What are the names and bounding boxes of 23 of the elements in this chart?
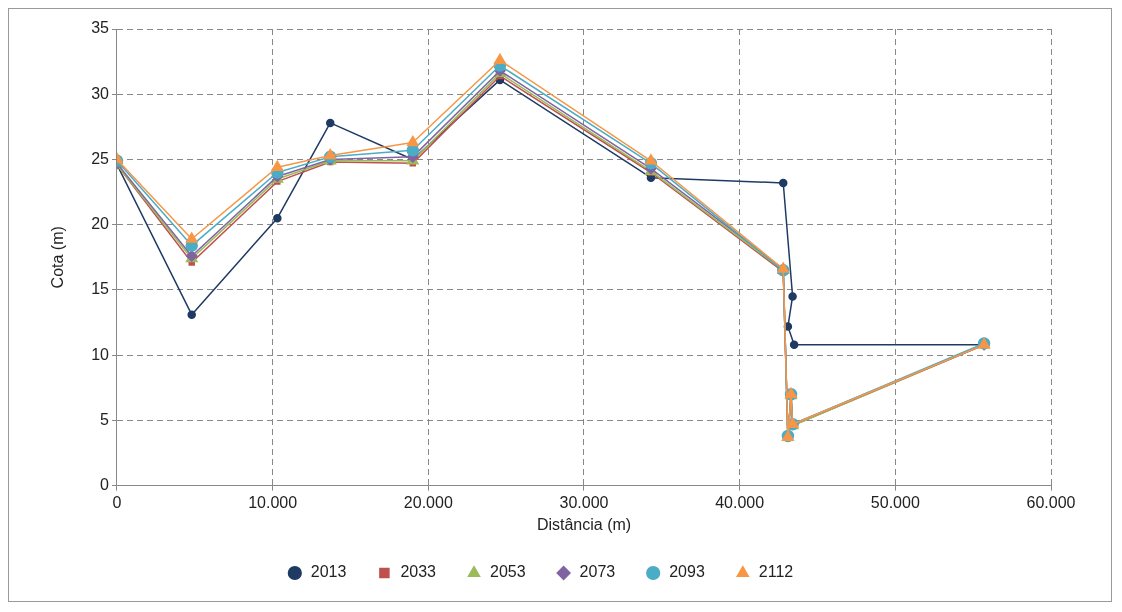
y-tick-label: 25 [91, 149, 110, 167]
legend-label: 2073 [579, 563, 616, 581]
x-tick-label: 60.000 [1026, 493, 1076, 511]
y-tick-label: 10 [91, 345, 110, 363]
x-tick-label: 20.000 [403, 493, 453, 511]
legend-label: 2112 [758, 563, 794, 581]
x-tick-label: 0 [112, 493, 122, 511]
x-tick-label: 10.000 [248, 493, 298, 511]
y-axis-title: Cota (m) [49, 226, 67, 289]
legend-label: 2013 [310, 563, 347, 581]
y-tick-label: 20 [91, 215, 110, 233]
legend-label: 2093 [669, 563, 705, 581]
x-axis-title: Distância (m) [536, 515, 632, 533]
y-tick-label: 35 [91, 19, 110, 37]
legend-label: 2053 [490, 563, 526, 581]
x-tick-label: 30.000 [559, 493, 609, 511]
y-tick-label: 30 [91, 84, 110, 102]
y-tick-label: 0 [100, 476, 110, 494]
x-tick-label: 40.000 [715, 493, 765, 511]
x-tick-label: 50.000 [870, 493, 920, 511]
y-tick-label: 15 [91, 280, 110, 298]
legend-label: 2033 [400, 563, 437, 581]
y-tick-label: 5 [100, 410, 110, 428]
